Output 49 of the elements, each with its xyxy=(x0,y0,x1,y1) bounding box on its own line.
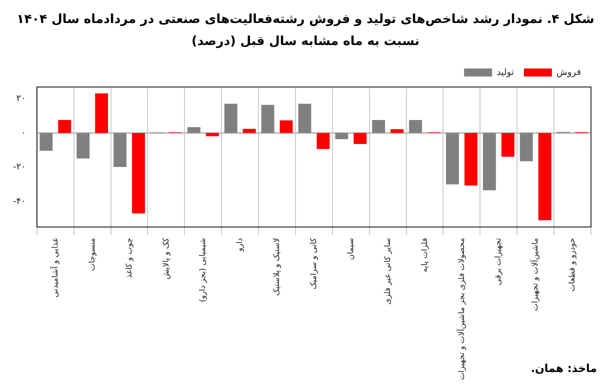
bar xyxy=(132,132,145,214)
x-tick-label: خودرو و قطعات xyxy=(568,238,577,292)
bar xyxy=(482,132,496,190)
bar xyxy=(538,132,552,220)
x-tick-label: محصولات فلزی بجز ماشین‌آلات و تجهیزات xyxy=(456,238,466,380)
bar xyxy=(224,104,238,133)
bar xyxy=(114,132,126,168)
x-tick-label: کانی و سرامیک xyxy=(309,238,318,290)
bar xyxy=(335,132,348,140)
x-tick-label: چوب و کاغذ xyxy=(124,238,134,278)
bar xyxy=(501,132,514,157)
bar xyxy=(464,132,478,186)
x-tick-label: شیمیایی (بجز دارو) xyxy=(198,238,208,302)
x-tick-label: غذایی و آشامیدنی xyxy=(49,238,60,298)
bar xyxy=(206,132,219,136)
x-tick-label: دارو xyxy=(235,238,244,252)
bar xyxy=(390,129,404,133)
y-tick-label: ۲۰ xyxy=(16,94,26,104)
bar xyxy=(40,132,53,151)
bar xyxy=(316,132,330,149)
x-tick-label: فلزات پایه xyxy=(420,238,429,272)
legend-label: تولید xyxy=(496,68,514,78)
chart-subtitle: نسبت به ماه مشابه سال قبل (درصد) xyxy=(190,32,420,50)
y-tick-label: ۰ xyxy=(21,128,26,138)
bar xyxy=(242,128,256,133)
x-tick-label: لاستیک و پلاستیک xyxy=(272,238,282,296)
bar xyxy=(95,93,108,133)
x-tick-label: منسوجات xyxy=(87,238,96,271)
bar xyxy=(280,120,293,133)
x-tick-label: سایر کانی غیر فلزی xyxy=(382,238,392,305)
chart-title: شکل ۴. نمودار رشد شاخص‌های تولید و فروش رشته‌فعالیت‌های صنعتی در مردادماه سال ۱۴۰۴ xyxy=(16,10,596,28)
x-tick-label: کک و پالایش xyxy=(161,238,170,280)
bar xyxy=(298,104,312,133)
y-tick-label: -۲۰ xyxy=(12,162,26,173)
bar xyxy=(520,132,533,162)
bar xyxy=(409,120,422,133)
text: ماخذ: همان. xyxy=(530,362,597,375)
bar xyxy=(372,120,386,133)
bar xyxy=(58,120,72,133)
bar xyxy=(446,132,459,184)
x-tick-label: تجهیزات برقی xyxy=(494,238,503,286)
x-tick-label: ماشین‌آلات و تجهیزات xyxy=(530,238,540,311)
bar xyxy=(187,127,200,133)
x-tick-label: سیمان xyxy=(346,238,355,260)
bar xyxy=(261,104,274,133)
bar xyxy=(76,132,90,158)
y-tick-label: -۴۰ xyxy=(12,197,26,208)
legend-label: فروش xyxy=(556,68,582,78)
bar xyxy=(354,132,367,144)
